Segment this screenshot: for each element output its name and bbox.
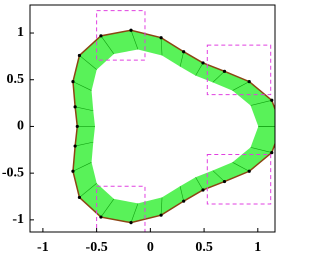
fan-line bbox=[130, 30, 139, 50]
marker bbox=[247, 169, 251, 173]
y-tick-label: 0.5 bbox=[7, 72, 25, 87]
marker bbox=[270, 150, 274, 155]
fan-line bbox=[179, 186, 184, 202]
fan-line bbox=[232, 81, 250, 91]
y-tick-label: 0 bbox=[17, 119, 24, 134]
marker bbox=[222, 69, 227, 73]
fan-line bbox=[195, 177, 204, 191]
marker bbox=[77, 195, 82, 200]
marker bbox=[71, 80, 75, 84]
x-tick-label: 1 bbox=[254, 240, 261, 255]
x-tick-label: -0.5 bbox=[86, 240, 108, 255]
fan-line bbox=[79, 55, 97, 70]
marker bbox=[182, 50, 186, 54]
fan-line bbox=[72, 81, 92, 91]
marker bbox=[270, 98, 274, 102]
marker bbox=[99, 215, 103, 219]
marker bbox=[129, 221, 133, 225]
fan-line bbox=[130, 203, 139, 223]
marker bbox=[201, 61, 205, 65]
marker bbox=[159, 213, 163, 217]
fan-line bbox=[250, 99, 272, 106]
fan-line bbox=[79, 183, 97, 198]
zoom-box bbox=[96, 185, 146, 232]
marker bbox=[99, 34, 103, 38]
y-tick-label: -1 bbox=[12, 212, 24, 227]
x-tick-label: -1 bbox=[37, 240, 49, 255]
x-tick-label: 0.5 bbox=[195, 240, 213, 255]
fan-line bbox=[160, 197, 163, 216]
marker bbox=[129, 28, 133, 32]
marker bbox=[77, 53, 82, 58]
fan-line bbox=[179, 51, 184, 67]
marker bbox=[71, 169, 75, 173]
marker bbox=[222, 179, 227, 184]
chart: -1 -0.5 0 0.5 1 -1 -0.5 0 0.5 1 bbox=[2, 4, 276, 255]
marker bbox=[182, 199, 186, 203]
fan-line bbox=[195, 62, 204, 76]
y-tick-label: -0.5 bbox=[2, 165, 24, 180]
fan-line bbox=[232, 162, 250, 172]
zoom-box bbox=[206, 44, 272, 96]
fan-line bbox=[250, 147, 272, 153]
y-tick-label: 1 bbox=[17, 25, 24, 40]
marker bbox=[247, 80, 251, 84]
fan-line bbox=[100, 198, 115, 218]
marker bbox=[73, 105, 77, 109]
green-band bbox=[72, 30, 275, 223]
fan-line bbox=[100, 35, 115, 55]
marker bbox=[75, 124, 79, 129]
fan-line bbox=[160, 37, 163, 56]
x-tick-label: 0 bbox=[147, 240, 154, 255]
zoom-box bbox=[206, 153, 272, 205]
fan-line bbox=[212, 170, 225, 182]
marker bbox=[201, 188, 205, 192]
fan-line bbox=[72, 162, 92, 172]
axes-frame bbox=[29, 4, 276, 233]
fan-line bbox=[212, 71, 225, 83]
marker bbox=[159, 36, 163, 40]
plot-area bbox=[71, 10, 275, 232]
fan-line bbox=[75, 106, 94, 112]
fan-line bbox=[75, 141, 94, 147]
zoom-box bbox=[96, 10, 146, 61]
marker bbox=[73, 144, 77, 148]
